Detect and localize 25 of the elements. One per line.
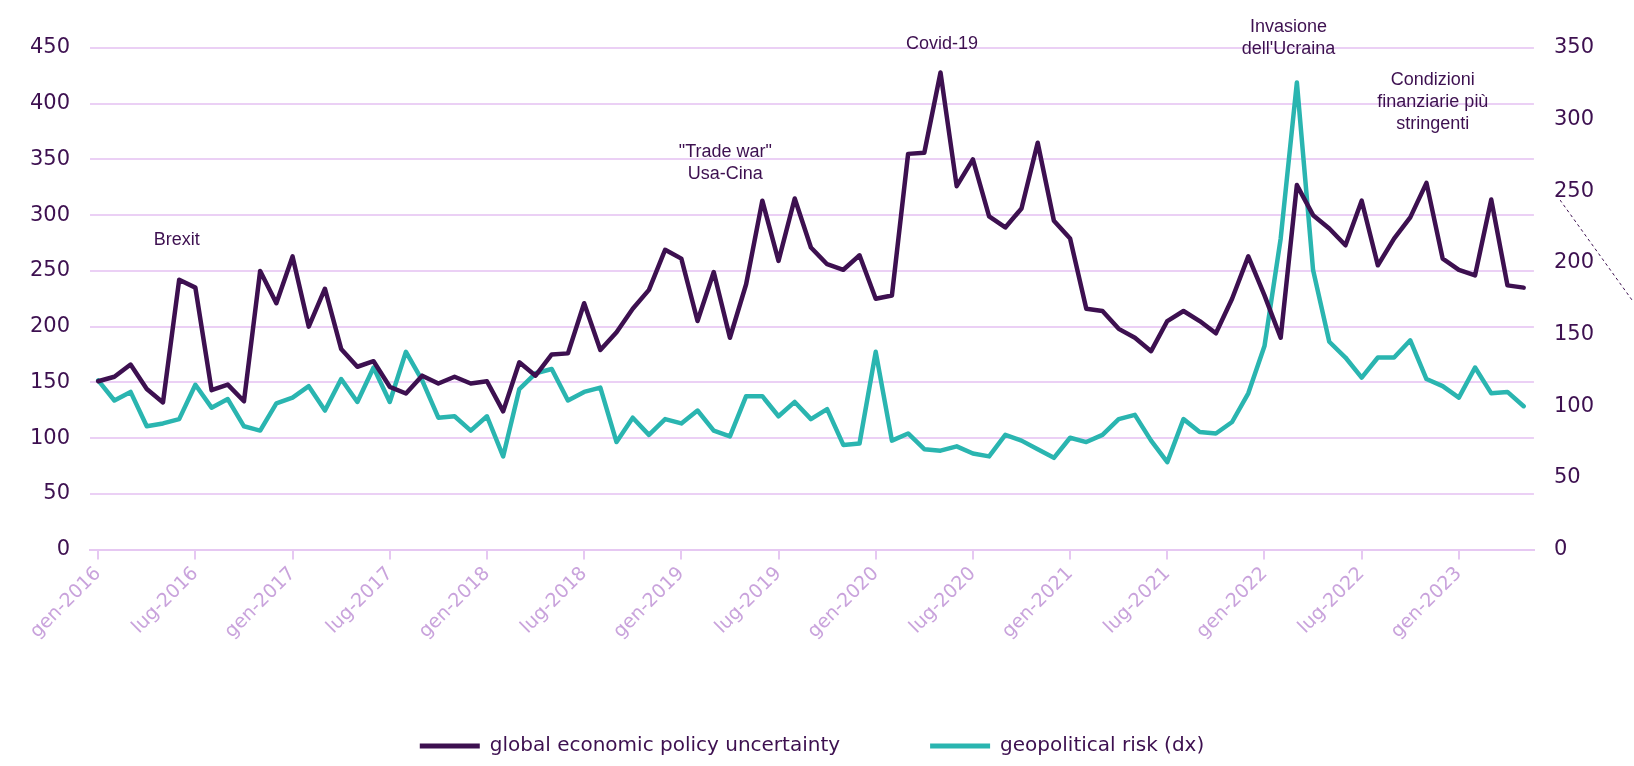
y-tick-label: 200 (29, 313, 71, 338)
legend-label: global economic policy uncertainty (489, 732, 841, 757)
y-tick-label: 350 (29, 145, 71, 170)
y2-tick-label: 200 (1553, 249, 1595, 274)
annotation: Covid-19 (905, 32, 978, 53)
annotation: Brexit (153, 228, 200, 249)
y-tick-label: 250 (29, 257, 71, 282)
y-tick-label: 400 (29, 90, 71, 115)
annotation: Invasione dell'Ucraina (1241, 16, 1337, 58)
y2-tick-label: 100 (1553, 392, 1595, 417)
y2-tick-label: 250 (1553, 177, 1595, 202)
annotation: "Trade war" Usa-Cina (678, 141, 772, 184)
y2-tick-label: 150 (1553, 321, 1595, 346)
legend-label: geopolitical risk (dx) (1000, 732, 1205, 757)
y2-tick-label: 350 (1553, 34, 1595, 59)
y-tick-label: 150 (29, 368, 71, 393)
y2-tick-label: 300 (1553, 106, 1595, 131)
annotation: Condizioni finanziarie più stringenti (1377, 69, 1489, 134)
y-tick-label: 300 (29, 201, 71, 226)
y-tick-label: 0 (56, 535, 71, 560)
y-tick-label: 50 (43, 480, 71, 505)
y-tick-label: 100 (29, 424, 71, 449)
y2-tick-label: 0 (1553, 535, 1568, 560)
y-tick-label: 450 (29, 34, 71, 59)
y2-tick-label: 50 (1553, 464, 1581, 489)
